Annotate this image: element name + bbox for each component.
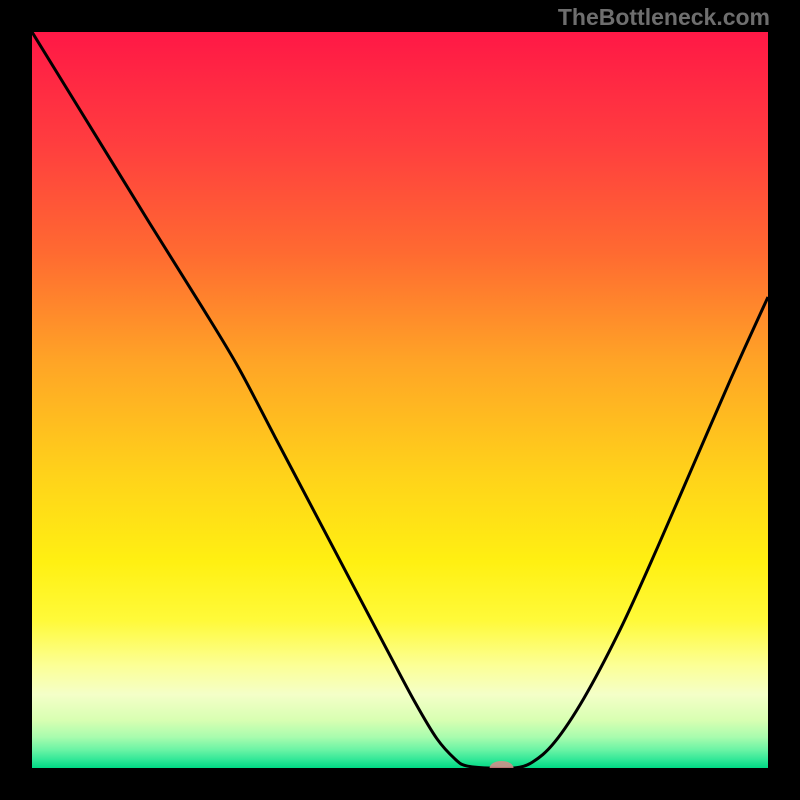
bottleneck-chart [0,0,800,800]
watermark-text: TheBottleneck.com [558,4,770,31]
gradient-background [32,32,768,768]
